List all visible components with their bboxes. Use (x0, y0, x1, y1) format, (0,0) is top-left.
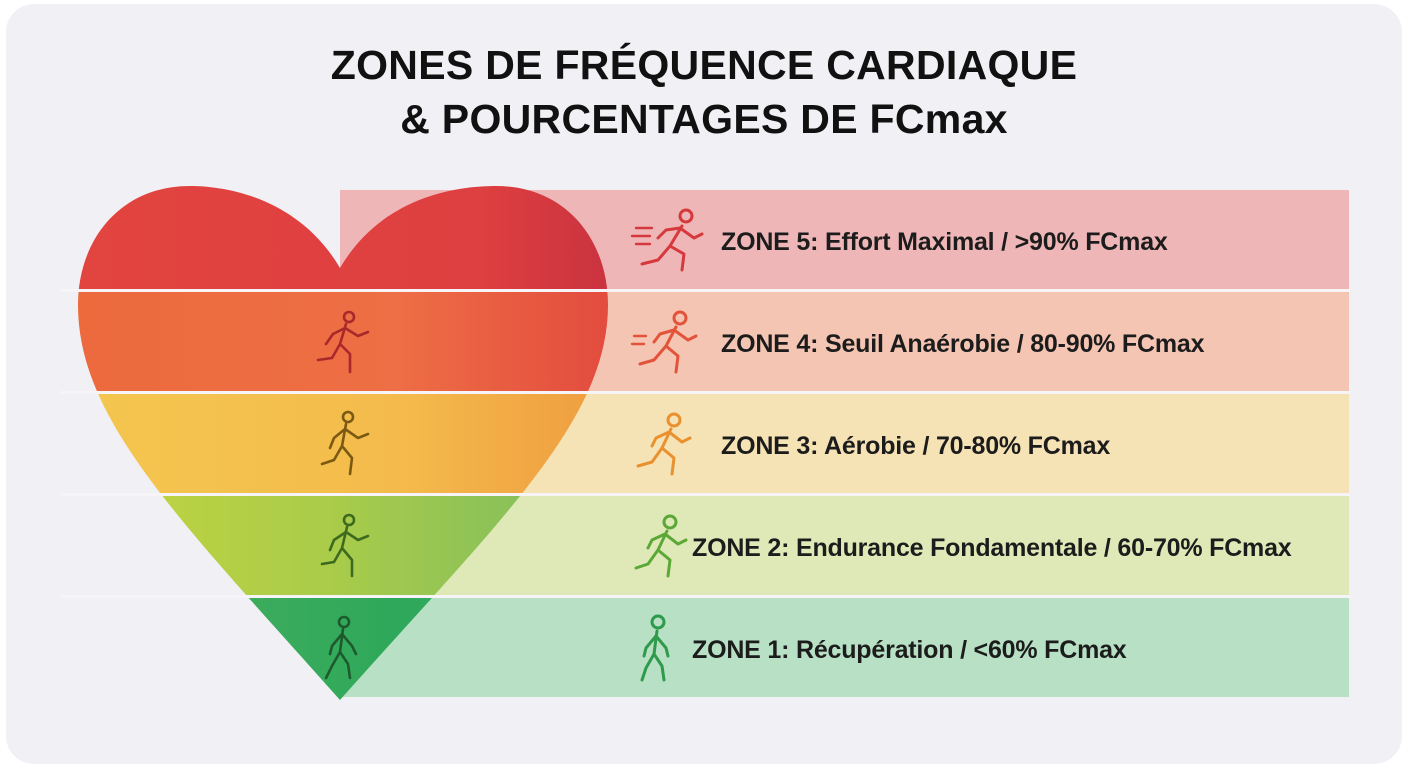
page-title: ZONES DE FRÉQUENCE CARDIAQUE & POURCENTA… (0, 38, 1408, 146)
zone-4-running-person-icon (630, 310, 698, 374)
heart-zone-4-running-icon (316, 310, 370, 374)
zone-1-label: ZONE 1: Récupération / <60% FCmax (692, 636, 1127, 664)
zone-2-jogging-person-icon (634, 514, 688, 578)
zone-5-label: ZONE 5: Effort Maximal / >90% FCmax (721, 228, 1168, 256)
zone-3-label: ZONE 3: Aérobie / 70-80% FCmax (721, 432, 1111, 460)
zone-1-band (340, 598, 1349, 697)
heart-zone-1-walking-icon (324, 615, 358, 680)
heart-zone-3-jogging-icon (320, 410, 370, 476)
zone-1-walking-person-icon (640, 614, 670, 682)
zone-5-sprinting-runner-icon (630, 208, 704, 272)
heart-zone-4 (78, 292, 608, 391)
title-line-1: ZONES DE FRÉQUENCE CARDIAQUE (330, 42, 1078, 88)
zone-3-jogging-person-icon (636, 412, 692, 476)
title-line-2: & POURCENTAGES DE FCmax (400, 96, 1008, 142)
zone-2-label: ZONE 2: Endurance Fondamentale / 60-70% … (692, 534, 1292, 562)
zone-4-label: ZONE 4: Seuil Anaérobie / 80-90% FCmax (721, 330, 1205, 358)
zone-2-band (340, 496, 1349, 595)
heart-zone-2-jogging-icon (320, 513, 370, 578)
zone-separators (60, 289, 1350, 598)
